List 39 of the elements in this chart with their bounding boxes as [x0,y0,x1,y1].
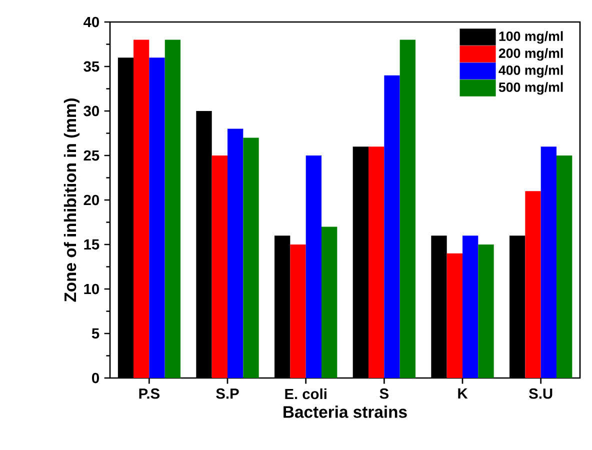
legend-label: 200 mg/ml [498,48,563,61]
y-axis-title: Zone of inhibition in (mm) [64,98,80,302]
x-tick-label: S [380,388,388,399]
bar [478,244,494,378]
y-tick-label: 25 [84,150,100,161]
x-tick-label: S.P [216,388,239,399]
bar [290,244,306,378]
bar [540,146,556,378]
bar [322,226,338,378]
bar [134,40,150,378]
bar [243,138,259,378]
legend-label: 400 mg/ml [498,65,563,78]
bar [525,191,541,378]
y-tick-label: 35 [84,61,100,72]
y-tick-label: 30 [84,106,99,116]
bar [212,155,228,378]
bar [384,75,400,378]
x-tick-label: P.S [139,388,160,399]
x-axis-title: Bacteria strains [284,406,407,418]
bar [400,40,416,378]
y-tick-label: 10 [84,284,99,294]
bar [149,58,165,378]
legend-label: 100 mg/ml [499,31,563,44]
bar [462,236,478,378]
bar [368,146,384,378]
y-tick-label: 20 [84,194,99,206]
bar [164,40,181,378]
x-tick-label: S.U [529,388,552,399]
x-tick-label: E. coli [285,388,326,400]
bar [228,128,244,378]
y-tick-label: 15 [84,239,100,250]
bar [306,155,322,378]
y-tick-label: 0 [92,372,99,384]
bar [556,155,572,378]
bar [446,253,462,378]
y-tick-label: 5 [92,328,100,339]
x-tick-label: K [458,388,468,398]
y-tick-label: 40 [84,16,99,28]
legend-label: 500 mg/ml [498,82,563,95]
